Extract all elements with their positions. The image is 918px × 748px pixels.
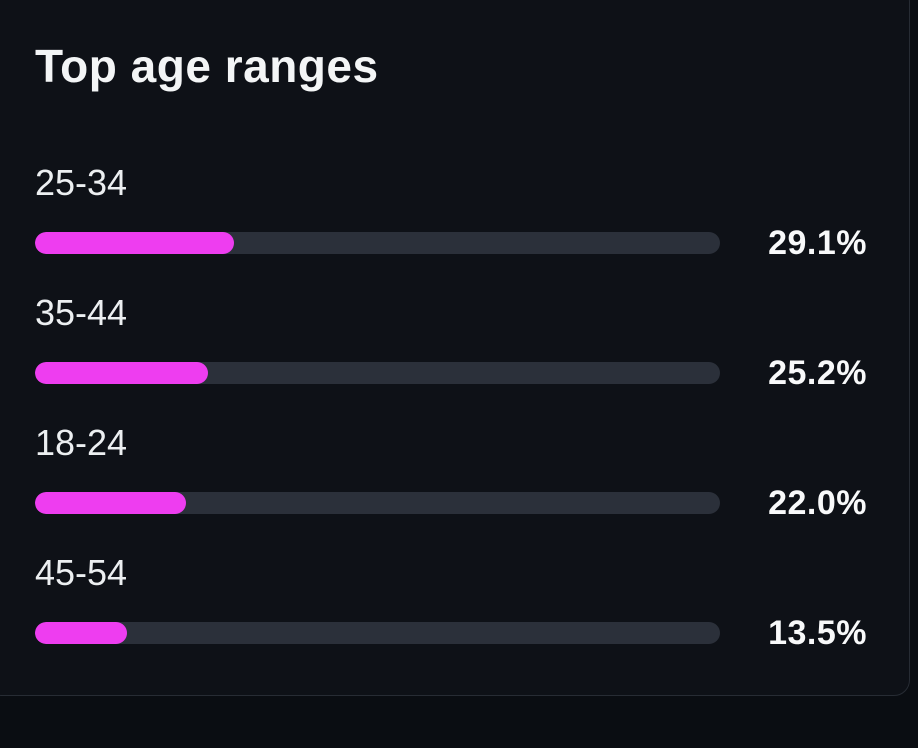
progress-bar-track [35, 362, 720, 384]
percentage-value: 22.0% [768, 483, 867, 522]
progress-bar-track [35, 622, 720, 644]
percentage-value: 29.1% [768, 223, 867, 262]
age-range-row: 18-24 22.0% [35, 421, 867, 522]
bar-line: 13.5% [35, 614, 867, 652]
bar-line: 29.1% [35, 224, 867, 262]
progress-bar-track [35, 232, 720, 254]
age-range-label: 25-34 [35, 162, 128, 203]
percentage-value: 13.5% [768, 613, 867, 652]
age-ranges-bar-list: 25-34 29.1% 35-44 25.2% 18-24 22.0% 45-5… [35, 161, 867, 652]
age-range-row: 45-54 13.5% [35, 551, 867, 652]
age-range-label: 35-44 [35, 292, 128, 333]
age-range-row: 35-44 25.2% [35, 291, 867, 392]
bar-line: 22.0% [35, 484, 867, 522]
age-range-label: 45-54 [35, 552, 128, 593]
progress-bar-fill [35, 362, 208, 384]
progress-bar-fill [35, 492, 186, 514]
age-range-row: 25-34 29.1% [35, 161, 867, 262]
bar-line: 25.2% [35, 354, 867, 392]
age-range-label: 18-24 [35, 422, 128, 463]
progress-bar-fill [35, 232, 235, 254]
progress-bar-track [35, 492, 720, 514]
top-age-ranges-card: Top age ranges 25-34 29.1% 35-44 25.2% 1… [0, 0, 910, 696]
card-title: Top age ranges [35, 40, 379, 92]
percentage-value: 25.2% [768, 353, 867, 392]
progress-bar-fill [35, 622, 128, 644]
